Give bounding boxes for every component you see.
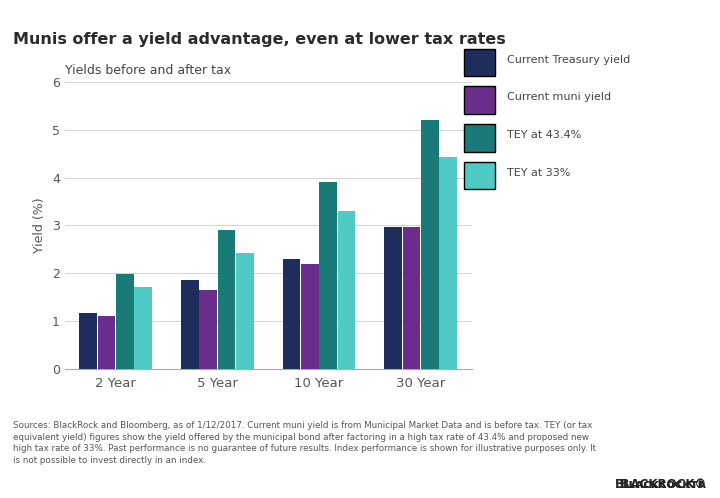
FancyBboxPatch shape bbox=[464, 124, 495, 152]
Bar bbox=[217, 230, 235, 369]
Text: TEY at 33%: TEY at 33% bbox=[507, 168, 571, 178]
Bar bbox=[338, 211, 356, 369]
Bar bbox=[320, 182, 337, 369]
Bar bbox=[439, 157, 457, 369]
Bar bbox=[181, 280, 199, 369]
Text: Sources: BlackRock and Bloomberg, as of 1/12/2017. Current muni yield is from Mu: Sources: BlackRock and Bloomberg, as of … bbox=[13, 421, 596, 465]
Bar bbox=[236, 252, 253, 369]
Bar bbox=[402, 227, 420, 369]
FancyBboxPatch shape bbox=[464, 161, 495, 189]
Bar bbox=[283, 259, 300, 369]
Bar bbox=[134, 287, 152, 369]
Bar bbox=[199, 290, 217, 369]
Text: BLACKROCK®: BLACKROCK® bbox=[615, 478, 707, 491]
Text: Munis offer a yield advantage, even at lower tax rates: Munis offer a yield advantage, even at l… bbox=[13, 32, 505, 47]
Bar bbox=[79, 313, 97, 369]
Text: Yields before and after tax: Yields before and after tax bbox=[65, 64, 231, 77]
Text: Current Treasury yield: Current Treasury yield bbox=[507, 55, 631, 65]
Text: Current muni yield: Current muni yield bbox=[507, 93, 611, 103]
Bar bbox=[421, 121, 438, 369]
Bar bbox=[116, 273, 134, 369]
FancyBboxPatch shape bbox=[464, 86, 495, 114]
FancyBboxPatch shape bbox=[464, 49, 495, 77]
Bar bbox=[301, 264, 319, 369]
Y-axis label: Yield (%): Yield (%) bbox=[33, 198, 46, 253]
Bar bbox=[98, 316, 115, 369]
Text: Bʟᴀᴄᴋᴄᴏᴄᴋᴛᴀ: Bʟᴀᴄᴋᴄᴏᴄᴋᴛᴀ bbox=[620, 478, 707, 491]
Bar bbox=[384, 227, 402, 369]
Text: TEY at 43.4%: TEY at 43.4% bbox=[507, 130, 582, 140]
